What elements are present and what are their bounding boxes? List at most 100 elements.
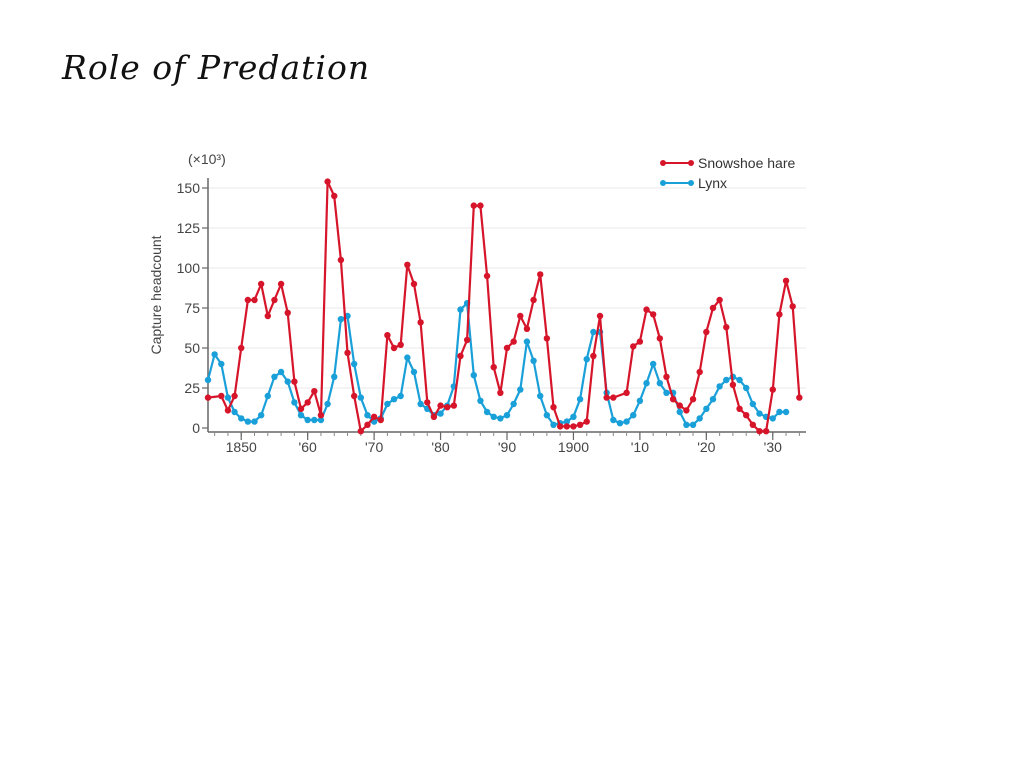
lynx-point [477, 397, 484, 404]
snowshoe-hare-point [570, 423, 577, 430]
lynx-point [550, 421, 557, 428]
lynx-point [537, 392, 544, 400]
snowshoe-hare-point [729, 381, 737, 388]
snowshoe-hare-point [238, 344, 245, 352]
snowshoe-hare-point [636, 338, 644, 345]
snowshoe-hare-point [743, 412, 750, 419]
series-layer [204, 178, 803, 435]
snowshoe-hare-point [716, 296, 723, 304]
snowshoe-hare-point [337, 256, 345, 264]
lynx-point [350, 360, 358, 368]
lynx-point [749, 400, 757, 408]
y-tick-label: 75 [184, 300, 200, 316]
slide-title: Role of Predation [62, 48, 371, 87]
lynx-point [324, 400, 331, 408]
lynx-point [337, 316, 345, 323]
snowshoe-hare-point [224, 407, 232, 414]
lynx-point [284, 378, 291, 385]
snowshoe-hare-point [523, 325, 531, 332]
x-tick-label: '70 [365, 439, 383, 455]
lynx-point [782, 408, 790, 416]
lynx-point [390, 396, 398, 403]
snowshoe-hare-point [218, 392, 225, 400]
lynx-point [696, 415, 703, 422]
snowshoe-hare-point [689, 396, 697, 403]
snowshoe-hare-point [643, 306, 650, 313]
lynx-point [623, 418, 630, 425]
lynx-point [304, 416, 311, 424]
snowshoe-hare-point [736, 405, 743, 412]
snowshoe-hare-point [304, 399, 311, 406]
lynx-point [497, 415, 504, 422]
lynx-point [736, 376, 743, 384]
snowshoe-hare-point [796, 394, 803, 401]
y-tick-label: 0 [192, 420, 200, 436]
lynx-point [483, 408, 491, 416]
y-axis-title: Capture headcount [148, 235, 164, 354]
lynx-point [776, 408, 783, 416]
snowshoe-hare-point [344, 349, 351, 356]
snowshoe-hare-point [470, 202, 477, 209]
snowshoe-hare-point [417, 319, 424, 326]
snowshoe-hare-point [490, 364, 497, 371]
lynx-point [437, 410, 444, 417]
snowshoe-hare-point [311, 388, 318, 395]
x-tick-label: '80 [431, 439, 449, 455]
lynx-point [656, 380, 664, 387]
y-ticks: 0 25 50 75 100 125 150 [177, 180, 208, 436]
snowshoe-hare-point [596, 312, 604, 320]
snowshoe-hare-point [696, 368, 703, 376]
lynx-point [204, 376, 212, 384]
lynx-point [676, 408, 683, 416]
lynx-point [683, 421, 690, 428]
snowshoe-hare-point [656, 335, 664, 342]
snowshoe-hare-point [762, 428, 770, 435]
lynx-point [257, 412, 265, 419]
snowshoe-hare-point [397, 341, 404, 348]
snowshoe-hare-point [583, 418, 590, 425]
snowshoe-hare-point [450, 402, 458, 409]
snowshoe-hare-point [384, 332, 391, 339]
snowshoe-hare-point [444, 404, 451, 411]
x-tick-label: '10 [631, 439, 649, 455]
x-tick-label: '20 [697, 439, 715, 455]
lynx-point [616, 420, 624, 427]
snowshoe-hare-point [517, 312, 524, 320]
lynx-point [689, 421, 697, 428]
y-tick-label: 150 [177, 180, 201, 196]
lynx-point [530, 357, 537, 364]
lynx-point [643, 380, 650, 387]
snowshoe-hare-point [703, 328, 710, 336]
lynx-point [510, 400, 517, 408]
legend-lynx-label: Lynx [698, 175, 727, 191]
legend: Snowshoe hare Lynx [660, 155, 796, 191]
snowshoe-hare-point [377, 416, 384, 424]
lynx-point [610, 416, 617, 424]
lynx-point [311, 416, 318, 424]
lynx-line [206, 302, 787, 426]
x-ticks: 1850 '60 '70 '80 '90 1900 '10 '20 '30 [214, 432, 800, 455]
snowshoe-hare-point [537, 271, 544, 278]
lynx-point [224, 394, 232, 401]
snowshoe-hare-point [576, 421, 584, 428]
legend-lynx-marker [660, 180, 666, 186]
lynx-point [218, 360, 225, 368]
lynx-point [397, 392, 404, 400]
lynx-point [649, 360, 657, 368]
snowshoe-hare-point [630, 343, 637, 350]
lynx-point [576, 396, 584, 403]
x-tick-label: '30 [764, 439, 782, 455]
lynx-point [723, 376, 730, 384]
lynx-point [543, 412, 551, 419]
snowshoe-hare-point [291, 378, 298, 385]
snowshoe-hare-line [207, 180, 801, 433]
lynx-point [404, 354, 411, 361]
lynx-point [709, 396, 717, 403]
lynx-point [364, 412, 371, 419]
snowshoe-hare-point [782, 277, 790, 284]
lynx-point [663, 389, 670, 396]
y-tick-label: 100 [177, 260, 201, 276]
snowshoe-hare-point [264, 312, 271, 320]
snowshoe-hare-point [404, 261, 411, 268]
